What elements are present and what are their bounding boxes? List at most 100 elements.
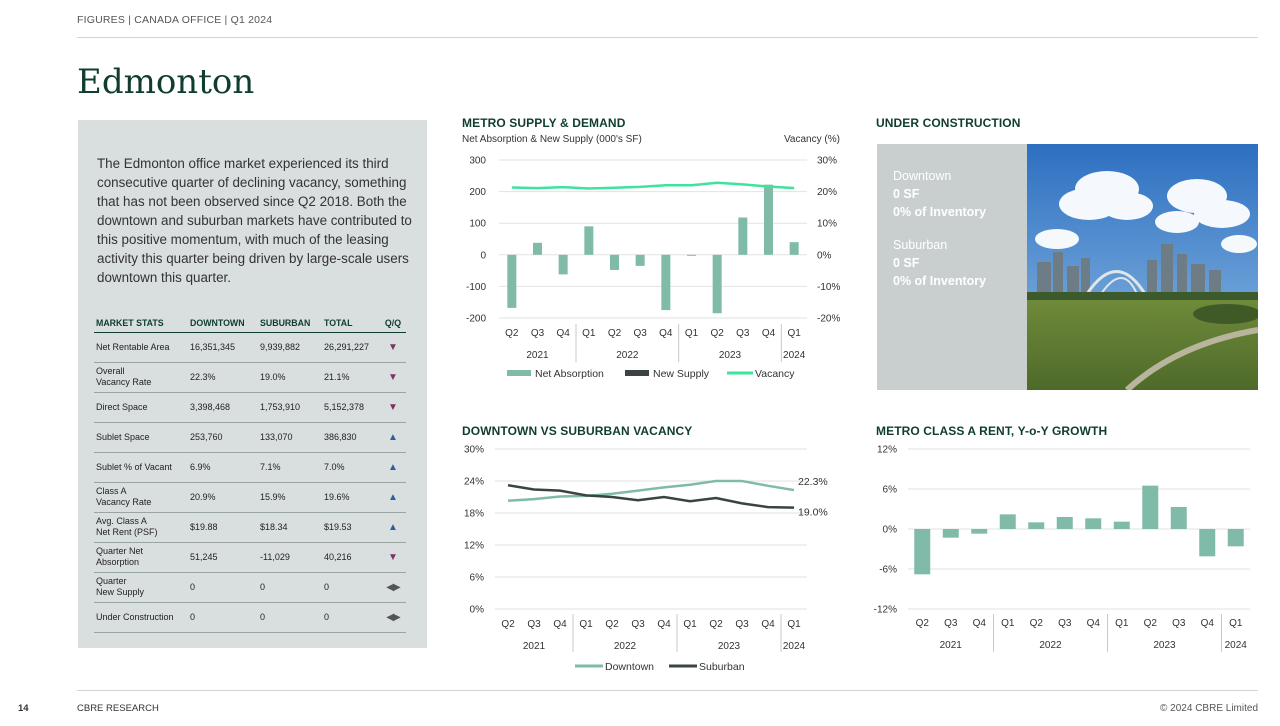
qq-flat-icon: ◀▶ [380,602,406,633]
stats-cell-downtown: 6.9% [188,452,258,483]
x-tick-label: Q3 [1058,618,1072,629]
x-tick-label: Q1 [1229,618,1243,629]
legend-label: Vacancy [755,368,795,380]
stats-cell-label: Sublet Space [94,422,188,453]
market-summary-panel: The Edmonton office market experienced i… [78,120,427,648]
x-tick-label: Q3 [944,618,958,629]
stats-cell-total: 7.0% [322,452,380,483]
stats-cell-total: 0 [322,572,380,603]
qq-up-icon: ▲ [380,452,406,483]
downtown-end-label: 22.3% [798,476,828,488]
y2-tick-label: 20% [817,187,837,198]
stats-cell-total: 19.6% [322,482,380,513]
market-stats-header-row: MARKET STATS DOWNTOWN SUBURBAN TOTAL Q/Q [94,314,406,333]
stats-cell-suburban: 1,753,910 [258,392,322,423]
rent-growth-chart: 12% 6% 0% -6% -12% Q2 Q3 Q4 Q1 Q2 Q3 Q4 Q1 Q2 Q3 Q4 Q1 20… [874,445,1250,652]
stats-cell-label: Quarter New Supply [94,572,188,603]
page-title: Edmonton [77,62,255,102]
stats-cell-total: 26,291,227 [322,332,380,363]
uc-suburban-label: Suburban [893,238,948,252]
uc-downtown-sf: 0 SF [893,187,920,201]
y-tick-label: -12% [874,605,897,616]
qq-up-icon: ▲ [380,422,406,453]
net-absorption-bar [558,254,568,275]
stats-cell-downtown: 0 [188,602,258,633]
net-absorption-bar [764,184,773,255]
vacancy-chart-title: DOWNTOWN VS SUBURBAN VACANCY [462,424,693,438]
stats-cell-total: 5,152,378 [322,392,380,423]
y-tick-label: 0 [480,250,486,261]
under-construction-title: UNDER CONSTRUCTION [876,116,1021,130]
stats-cell-total: 0 [322,602,380,633]
y-tick-label: 0% [883,525,898,536]
stats-cell-downtown: 22.3% [188,362,258,393]
qq-flat-icon: ◀▶ [380,572,406,603]
stats-row: Direct Space 3,398,468 1,753,910 5,152,378 ▼ [94,392,406,423]
stats-row: Overall Vacancy Rate 22.3% 19.0% 21.1% ▼ [94,362,406,393]
x-tick-label: Q3 [527,619,541,630]
rent-growth-bar [942,529,959,538]
net-absorption-bar [610,254,619,270]
stats-cell-suburban: 9,939,882 [258,332,322,363]
under-construction-box: Downtown 0 SF 0% of Inventory Suburban 0… [877,144,1027,390]
suburban-end-label: 19.0% [798,507,828,519]
rent-growth-bar [1199,529,1216,557]
qq-up-icon: ▲ [380,512,406,543]
x-tick-label: Q1 [787,328,801,339]
legend-label: Suburban [699,661,745,673]
x-tick-label: Q4 [657,619,671,630]
y-tick-label: -200 [466,314,486,325]
rent-growth-bar [971,529,988,534]
stats-cell-downtown: 20.9% [188,482,258,513]
supply-demand-y-label: Net Absorption & New Supply (000's SF) [462,134,642,145]
stats-header-downtown: DOWNTOWN [188,314,258,333]
legend-label: Downtown [605,661,654,673]
legend-label: Net Absorption [535,368,604,380]
stats-cell-suburban: 15.9% [258,482,322,513]
y2-tick-label: -20% [817,314,840,325]
stats-cell-suburban: 19.0% [258,362,322,393]
supply-demand-title: METRO SUPPLY & DEMAND [462,116,626,130]
stats-cell-label: Net Rentable Area [94,332,188,363]
x-year-label: 2022 [614,641,637,652]
stats-cell-total: 21.1% [322,362,380,393]
x-tick-label: Q2 [1030,618,1044,629]
qq-down-icon: ▼ [380,542,406,573]
x-tick-label: Q2 [501,619,515,630]
footer-divider [77,690,1258,691]
stats-cell-label: Overall Vacancy Rate [94,362,188,393]
x-tick-label: Q3 [631,619,645,630]
supply-demand-chart: 300 30% 200 20% 100 10% 0 0% -100 -10% -200 -20% Q2 Q… [466,156,840,381]
uc-suburban-sf: 0 SF [893,256,920,270]
x-year-label: 2021 [526,350,549,361]
stats-header-suburban: SUBURBAN [258,314,322,333]
y-tick-label: 0% [470,605,485,616]
x-tick-label: Q1 [579,619,593,630]
supply-demand-y2-label: Vacancy (%) [784,134,840,145]
qq-down-icon: ▼ [380,362,406,393]
qq-down-icon: ▼ [380,392,406,423]
stats-header-market-stats: MARKET STATS [94,314,188,333]
downtown-line [507,479,795,502]
x-tick-label: Q1 [685,328,699,339]
stats-cell-downtown: 51,245 [188,542,258,573]
rent-growth-bar [1028,522,1045,529]
stats-header-q-q: Q/Q [380,314,406,333]
intro-text: The Edmonton office market experienced i… [97,156,412,285]
x-tick-label: Q3 [1172,618,1186,629]
y-tick-label: 200 [469,187,486,198]
footer-copyright: © 2024 CBRE Limited [1160,703,1258,714]
legend-label: New Supply [653,368,710,380]
stats-cell-label: Avg. Class A Net Rent (PSF) [94,512,188,543]
x-tick-label: Q1 [683,619,697,630]
stats-cell-label: Sublet % of Vacant [94,452,188,483]
stats-row: Class A Vacancy Rate 20.9% 15.9% 19.6% ▲ [94,482,406,513]
y-tick-label: -6% [879,565,897,576]
rent-growth-bar [1085,518,1102,529]
rent-growth-bar [1142,485,1159,529]
y-tick-label: 100 [469,219,486,230]
y2-tick-label: -10% [817,282,840,293]
stats-row: Sublet Space 253,760 133,070 386,830 ▲ [94,422,406,453]
x-tick-label: Q4 [553,619,567,630]
y-tick-label: 6% [470,573,485,584]
